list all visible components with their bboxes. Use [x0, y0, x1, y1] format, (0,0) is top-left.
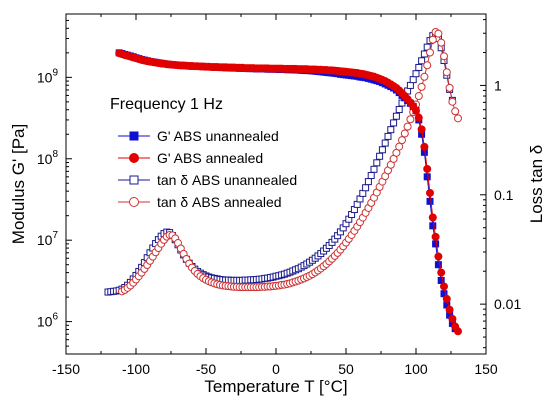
- legend-marker: [129, 197, 139, 207]
- data-point: [414, 92, 423, 101]
- x-tick-label: 150: [474, 361, 498, 377]
- data-point: [432, 240, 440, 248]
- data-point: [415, 63, 423, 71]
- data-point: [437, 38, 446, 47]
- right-y-axis: 0.01 0.1 1: [480, 19, 521, 349]
- x-axis: -150 -100 -50 0 50 100 150: [52, 14, 498, 377]
- data-point: [364, 178, 372, 186]
- data-point: [406, 115, 415, 124]
- frequency-annotation: Frequency 1 Hz: [110, 96, 223, 113]
- data-point: [359, 189, 367, 197]
- data-point: [417, 125, 426, 134]
- legend-item: tan δ ABS annealed: [118, 194, 282, 210]
- legend-item: G' ABS annealed: [118, 150, 263, 166]
- x-tick-label: 100: [404, 361, 428, 377]
- data-point: [376, 152, 384, 160]
- legend-label: G' ABS unannealed: [157, 128, 279, 144]
- series-g-abs-annealed: [115, 49, 462, 336]
- data-point: [426, 188, 434, 197]
- data-point: [381, 139, 389, 147]
- right-y-tick-label: 0.1: [494, 187, 514, 203]
- data-point: [423, 61, 432, 70]
- data-point: [367, 172, 375, 180]
- data-point: [434, 252, 443, 261]
- legend-label: tan δ ABS annealed: [157, 194, 282, 210]
- data-point: [395, 106, 403, 114]
- x-tick-label: -150: [52, 361, 80, 377]
- data-point: [428, 35, 437, 44]
- data-point: [434, 261, 442, 269]
- left-y-tick-label: 108: [37, 149, 59, 167]
- data-point: [454, 114, 462, 123]
- left-y-tick-label: 106: [37, 312, 59, 330]
- left-y-tick-label: 109: [37, 67, 59, 85]
- legend-item: G' ABS unannealed: [118, 128, 279, 144]
- data-point: [445, 305, 454, 314]
- data-point: [370, 165, 378, 173]
- data-point: [362, 184, 370, 192]
- data-point: [431, 232, 440, 241]
- modulus-layer: [115, 49, 462, 336]
- data-point: [437, 268, 446, 277]
- left-y-tick-label: 107: [37, 230, 59, 248]
- data-point: [440, 282, 448, 291]
- legend-marker: [129, 153, 139, 163]
- data-point: [428, 213, 437, 222]
- data-point: [412, 106, 420, 115]
- data-point: [398, 136, 406, 145]
- left-y-axis-title: Modulus G' [Pa]: [9, 124, 28, 244]
- data-point: [454, 327, 462, 336]
- data-point: [445, 83, 454, 92]
- data-point: [378, 146, 386, 154]
- legend-label: tan δ ABS unannealed: [157, 172, 297, 188]
- data-point: [442, 294, 451, 303]
- data-point: [448, 97, 457, 106]
- legend: G' ABS unannealed G' ABS annealed tan δ AB…: [118, 128, 297, 210]
- data-point: [390, 119, 398, 127]
- x-tick-label: -50: [196, 361, 216, 377]
- data-point: [409, 76, 417, 84]
- data-point: [442, 68, 451, 77]
- x-axis-title: Temperature T [°C]: [204, 377, 347, 396]
- data-point: [448, 314, 457, 323]
- x-tick-label: -100: [122, 361, 150, 377]
- right-y-tick-label: 1: [494, 77, 502, 93]
- data-point: [418, 57, 426, 65]
- data-point: [387, 126, 395, 134]
- data-point: [434, 29, 443, 38]
- data-point: [373, 159, 381, 167]
- series-tan-abs-annealed: [118, 28, 462, 296]
- data-point: [451, 107, 460, 116]
- data-point: [426, 197, 434, 205]
- right-y-tick-label: 0.01: [494, 296, 521, 312]
- data-point: [406, 81, 414, 89]
- x-tick-label: 50: [338, 361, 354, 377]
- data-point: [437, 276, 445, 284]
- x-tick-label: 0: [272, 361, 280, 377]
- legend-item: tan δ ABS unannealed: [118, 172, 297, 188]
- data-point: [417, 82, 426, 91]
- left-y-axis: 106 107 108 109: [37, 13, 72, 355]
- right-y-axis-title: Loss tan δ: [527, 145, 546, 223]
- data-point: [400, 129, 409, 138]
- data-point: [426, 48, 434, 57]
- data-point: [412, 70, 420, 78]
- data-point: [414, 113, 423, 122]
- legend-label: G' ABS annealed: [157, 150, 263, 166]
- data-point: [403, 122, 412, 131]
- data-point: [392, 112, 400, 120]
- data-point: [420, 142, 429, 151]
- data-point: [440, 52, 448, 61]
- data-point: [423, 173, 431, 181]
- data-point: [384, 132, 392, 140]
- data-point: [395, 142, 404, 151]
- legend-marker: [129, 131, 139, 141]
- data-point: [429, 222, 437, 230]
- legend-marker: [129, 175, 139, 185]
- data-point: [420, 72, 429, 81]
- data-point: [423, 164, 432, 173]
